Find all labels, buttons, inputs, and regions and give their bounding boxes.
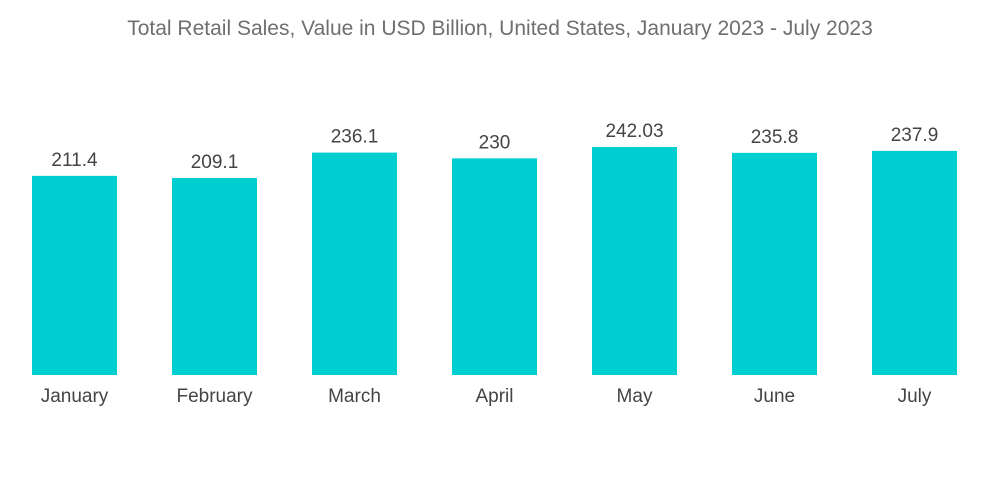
value-label-february: 209.1	[191, 152, 239, 173]
value-label-june: 235.8	[751, 127, 799, 148]
value-label-may: 242.03	[605, 121, 663, 142]
bar-july	[872, 150, 957, 375]
bars-group	[32, 147, 957, 375]
bar-march	[312, 152, 397, 375]
value-label-april: 230	[479, 132, 511, 153]
category-labels-group: January February March April May June July	[41, 386, 932, 407]
value-labels-group: 211.4 209.1 236.1 230 242.03 235.8 237.9	[51, 121, 938, 173]
bar-february	[172, 178, 257, 375]
bar-january	[32, 175, 117, 375]
category-label-january: January	[41, 386, 109, 407]
category-label-july: July	[898, 386, 932, 407]
value-label-july: 237.9	[891, 125, 939, 146]
category-label-may: May	[617, 386, 653, 407]
category-label-march: March	[328, 386, 381, 407]
category-label-june: June	[754, 386, 795, 407]
category-label-april: April	[475, 386, 513, 407]
category-label-february: February	[176, 386, 253, 407]
value-label-january: 211.4	[51, 150, 98, 171]
bar-may	[592, 147, 677, 375]
chart-title: Total Retail Sales, Value in USD Billion…	[127, 17, 873, 40]
bar-april	[452, 158, 537, 375]
value-label-march: 236.1	[331, 127, 379, 148]
bar-june	[732, 152, 817, 375]
